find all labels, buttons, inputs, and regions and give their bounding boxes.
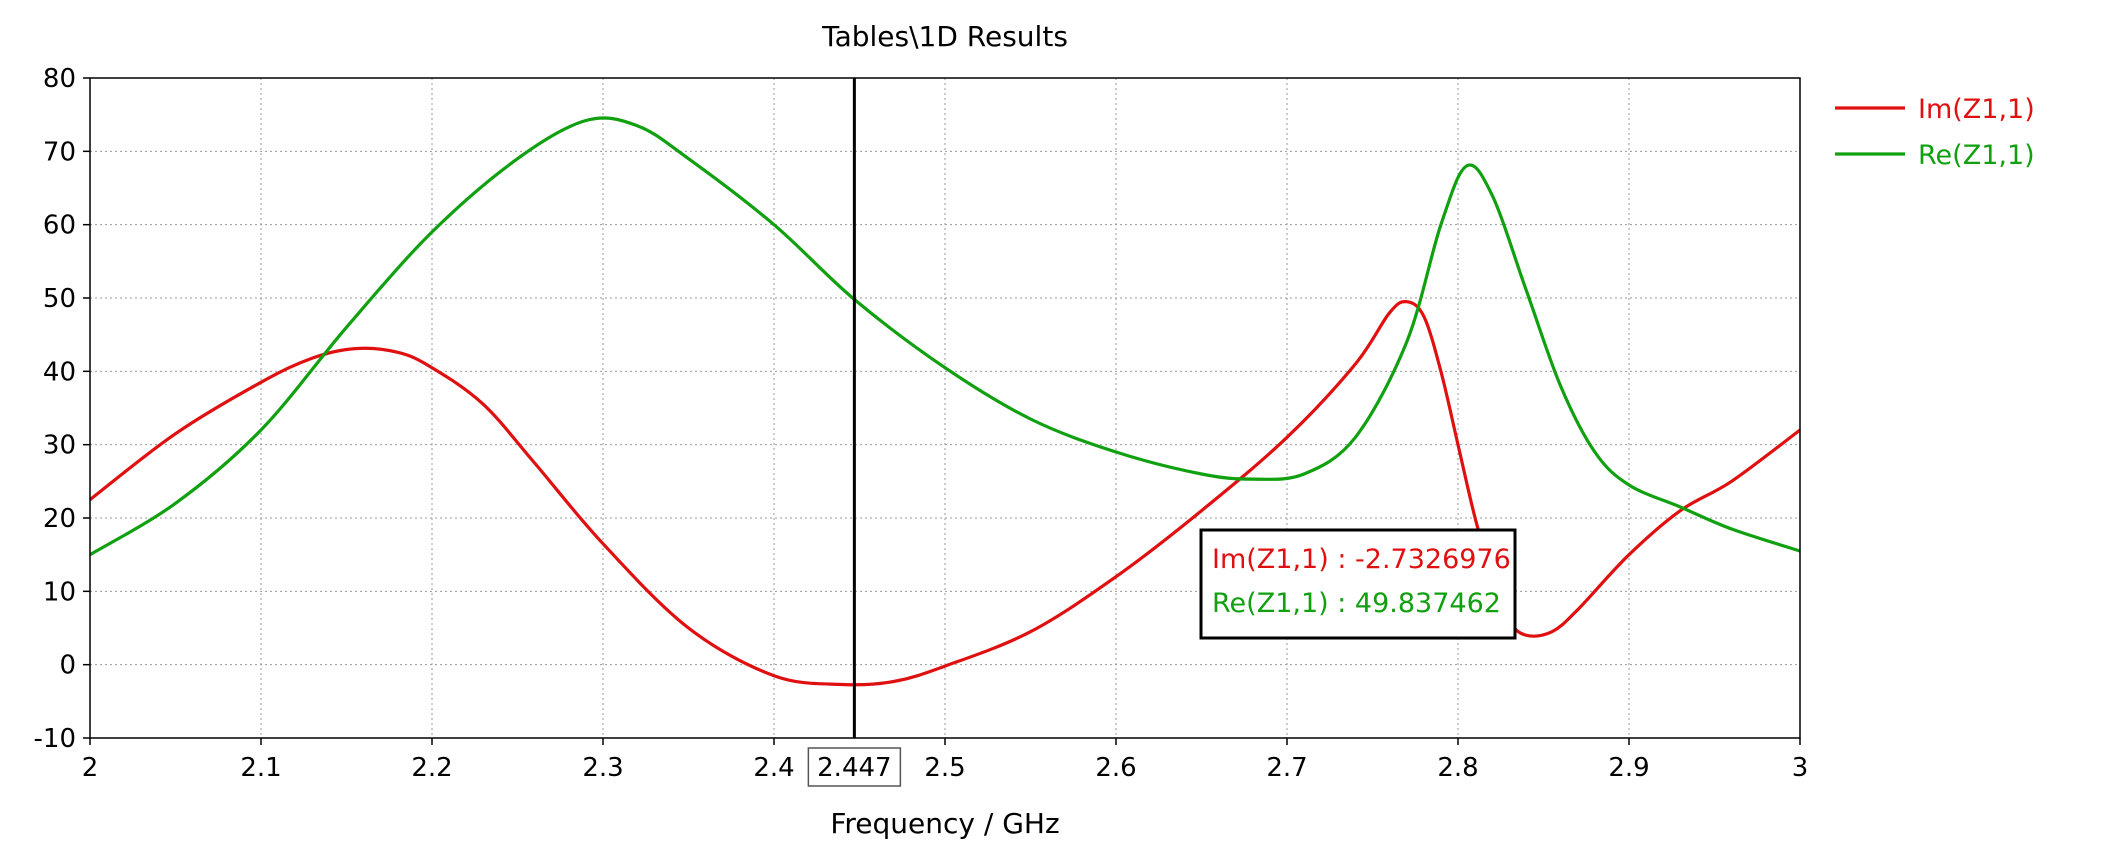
legend-entry: Re(Z1,1): [1918, 140, 2035, 171]
axes: -10 0 10 20 30 40 50 60 70 80 2 2.1 2.2 2.3 2.4 2.5 2.6 2…: [34, 64, 1809, 783]
y-tick-label: 60: [43, 211, 76, 241]
marker-x-box: [807, 747, 902, 787]
marker-layer: 2.447 Im(Z1,1) : -2.7326976 Re(Z1,1) : 49.…: [807, 78, 1517, 787]
y-tick-label: 20: [43, 504, 76, 534]
y-tick-label: -10: [34, 724, 76, 754]
x-axis-label: Frequency / GHz: [830, 807, 1059, 840]
readout-box: [1199, 528, 1517, 640]
x-tick-label: 2.2: [411, 753, 452, 783]
y-tick-label: 40: [43, 357, 76, 387]
y-tick-label: 30: [43, 431, 76, 461]
x-tick-label: 2.6: [1095, 753, 1136, 783]
x-tick-label: 2.1: [240, 753, 281, 783]
x-tick-label: 2.3: [582, 753, 623, 783]
x-tick-label: 2.7: [1266, 753, 1307, 783]
legend-entry: Im(Z1,1): [1918, 94, 2035, 125]
y-tick-label: 50: [43, 284, 76, 314]
x-tick-label: 3: [1792, 753, 1809, 783]
readout-text: Im(Z1,1) : -2.7326976: [1212, 544, 1511, 575]
x-tick-label: 2: [82, 753, 99, 783]
y-tick-label: 70: [43, 137, 76, 167]
chart-title: Tables\1D Results: [821, 20, 1068, 53]
x-tick-label: 2.8: [1437, 753, 1478, 783]
x-tick-label: 2.5: [924, 753, 965, 783]
series-layer: [89, 116, 1801, 687]
series-line-re-z1-1: [89, 116, 1801, 557]
series-line-im-z1-1: [89, 299, 1801, 687]
y-tick-label: 80: [43, 64, 76, 94]
y-tick-label: 0: [59, 651, 76, 681]
readout-text: Re(Z1,1) : 49.837462: [1212, 588, 1501, 619]
x-tick-label: 2.4: [753, 753, 794, 783]
x-tick-label: 2.9: [1608, 753, 1649, 783]
marker-x-label: 2.447: [817, 753, 891, 783]
y-tick-label: 10: [43, 577, 76, 607]
legend: Im(Z1,1) Re(Z1,1): [1835, 94, 2035, 171]
